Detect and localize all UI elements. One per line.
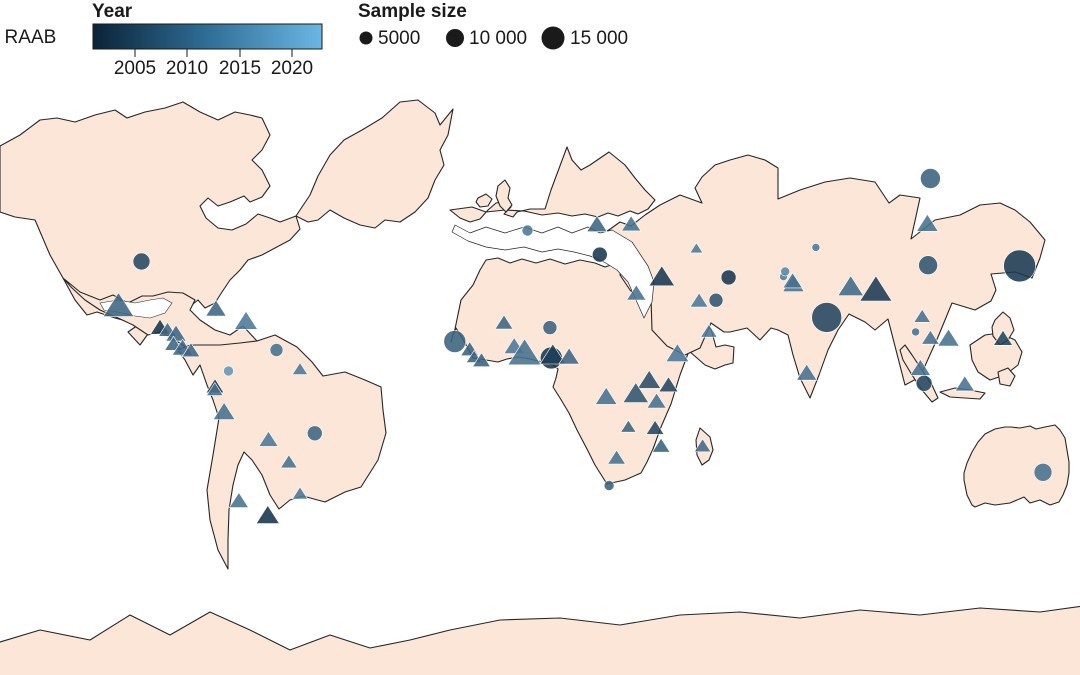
svg-text:10 000: 10 000: [469, 28, 527, 49]
svg-text:Year: Year: [92, 1, 133, 22]
svg-text:2005: 2005: [114, 58, 156, 79]
svg-text:5000: 5000: [378, 28, 420, 49]
svg-text:2015: 2015: [219, 58, 261, 79]
svg-text:15 000: 15 000: [570, 28, 628, 49]
svg-text:. RAAB: . RAAB: [0, 27, 56, 48]
svg-text:Sample size: Sample size: [358, 1, 467, 22]
svg-text:2020: 2020: [271, 58, 313, 79]
svg-text:2010: 2010: [166, 58, 208, 79]
